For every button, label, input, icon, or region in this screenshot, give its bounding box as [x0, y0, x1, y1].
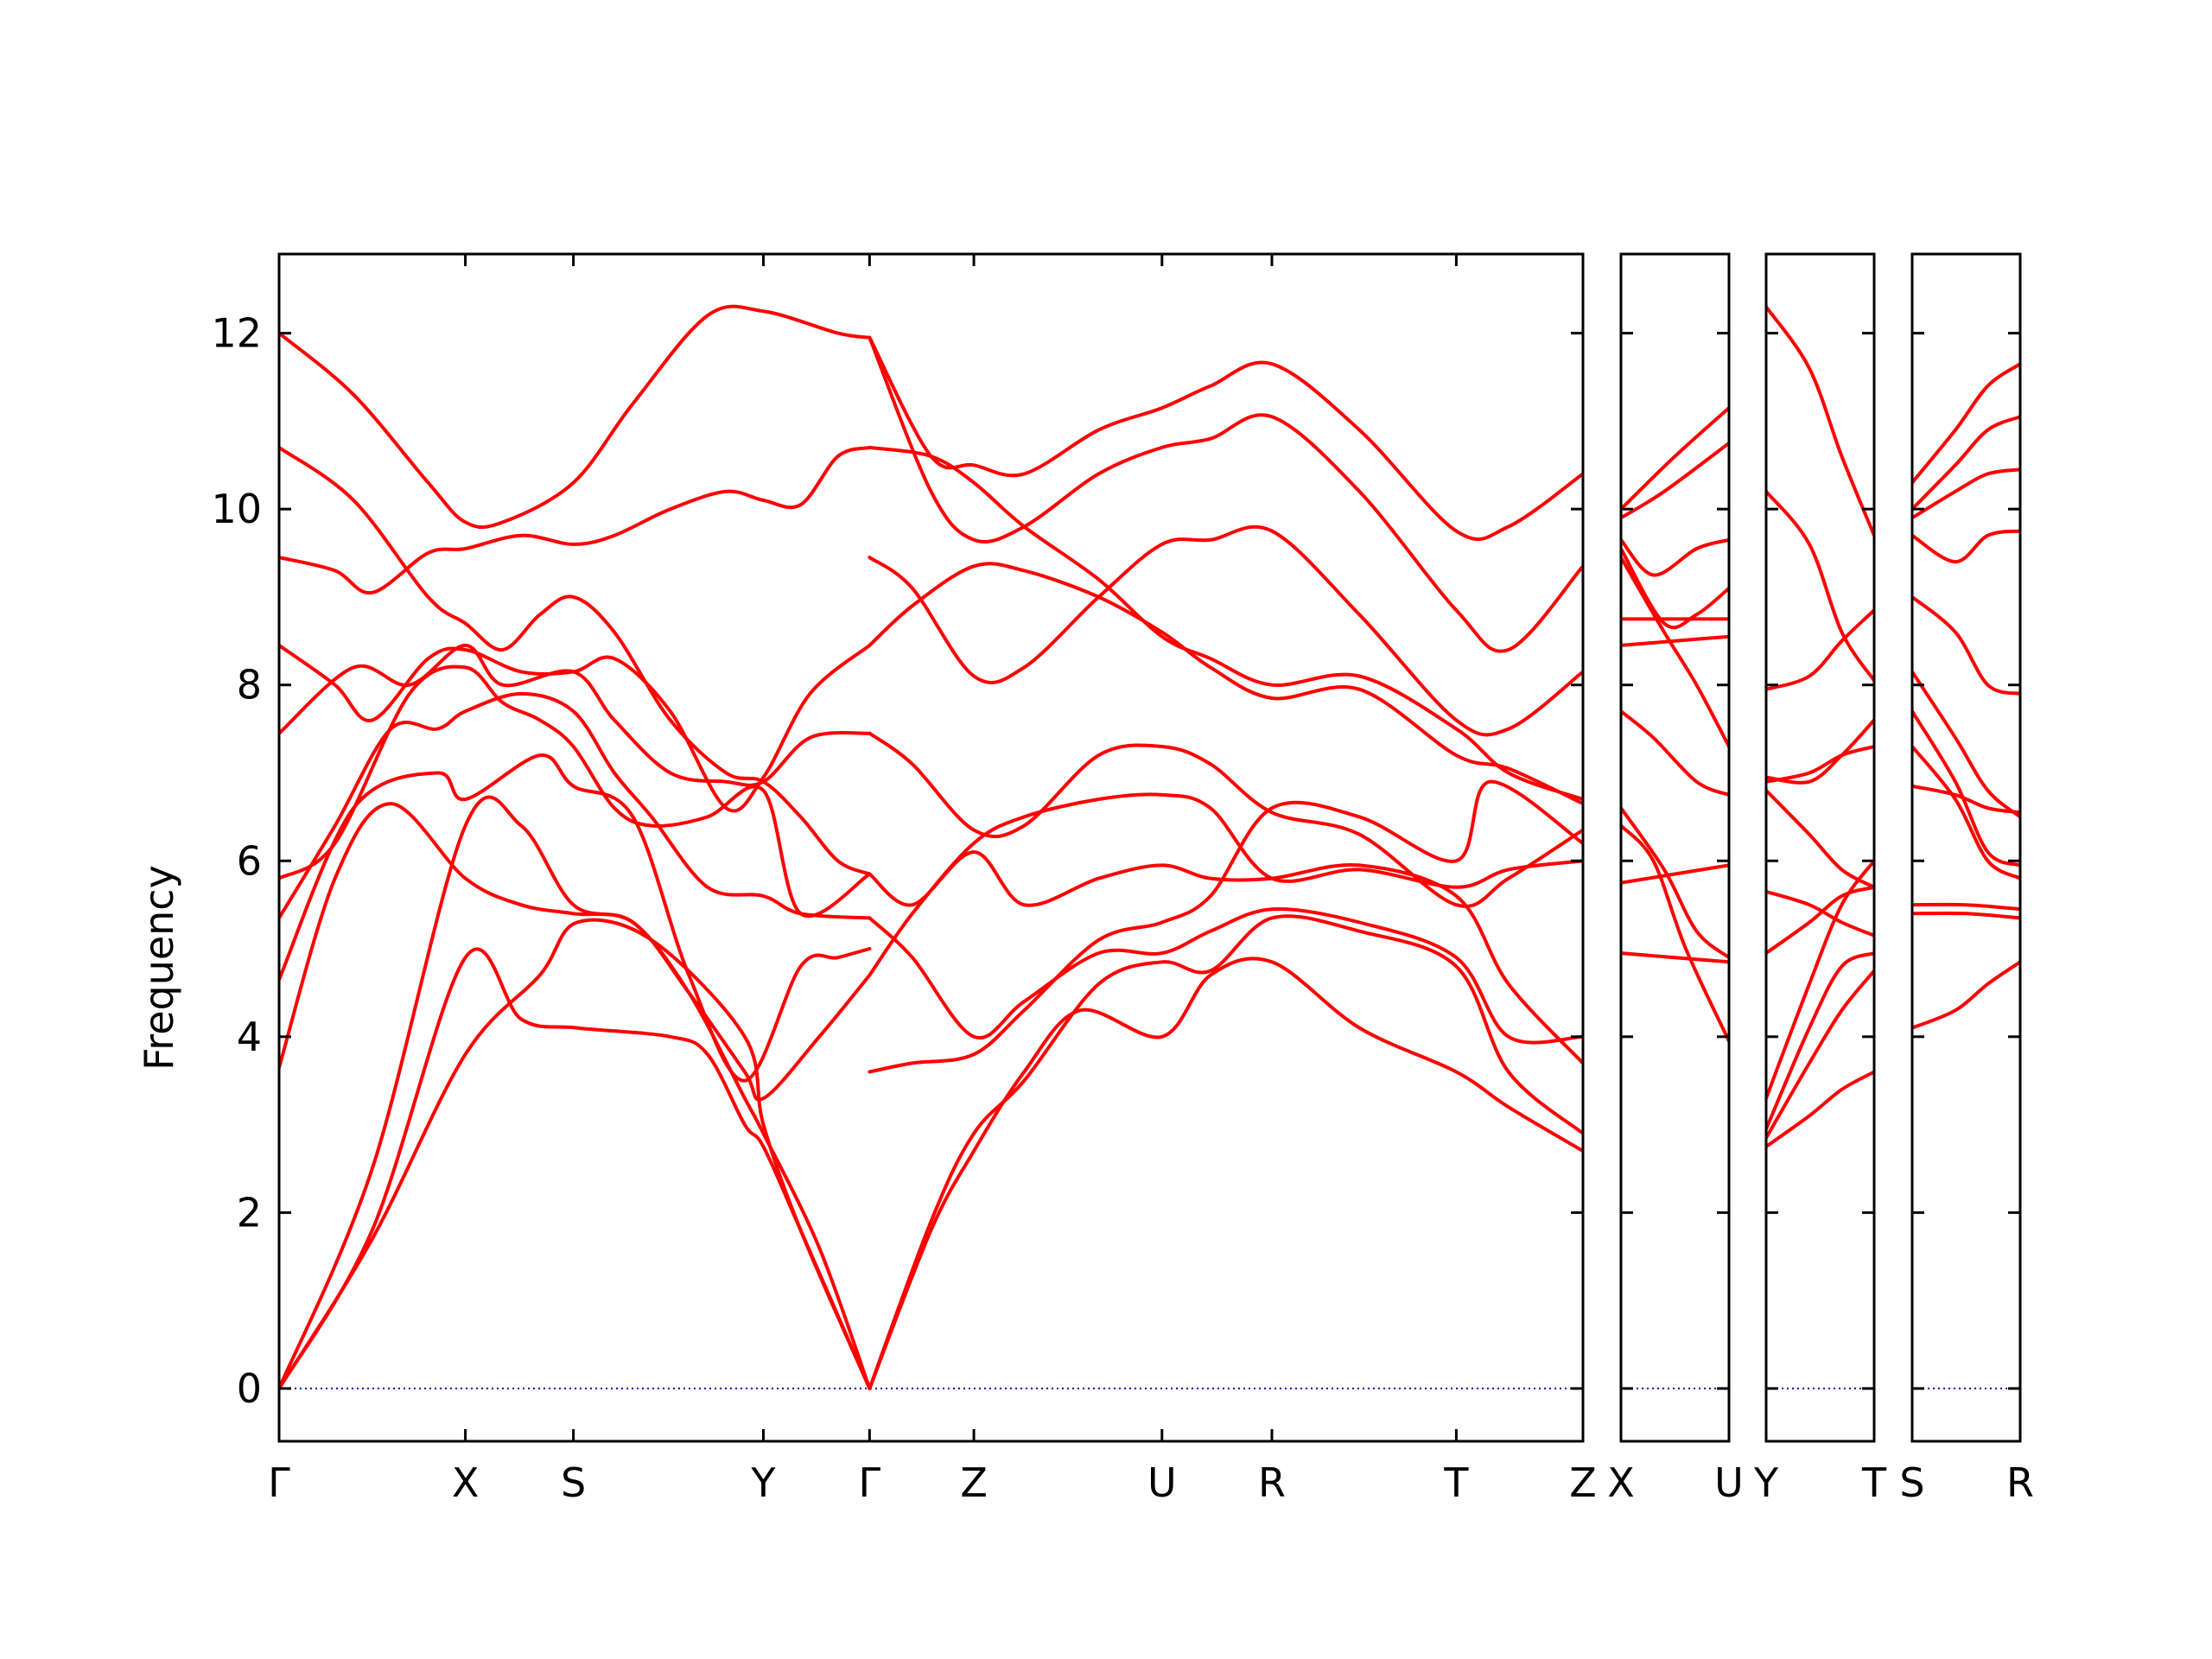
- y-tick-label: 0: [237, 1365, 262, 1412]
- band-line: [279, 643, 872, 813]
- band-line: [1912, 709, 2020, 868]
- band-line: [1912, 911, 2020, 920]
- y-tick-label: 4: [237, 1014, 262, 1060]
- band-line: [1766, 305, 1874, 537]
- band-line: [279, 445, 872, 876]
- band-line: [279, 664, 872, 918]
- x-tick-label: S: [1899, 1459, 1924, 1506]
- band-line: [868, 731, 1583, 908]
- band-line: [1766, 1070, 1874, 1148]
- band-line: [1621, 823, 1729, 1043]
- x-tick-label: U: [1714, 1459, 1744, 1506]
- plot-frame: [277, 252, 1585, 1443]
- band-line: [279, 802, 872, 1102]
- band-line: [1766, 608, 1874, 691]
- x-tick-label: Z: [960, 1459, 988, 1506]
- band-line: [1766, 859, 1874, 1101]
- band-line: [1912, 784, 2020, 815]
- y-tick-label: 12: [211, 310, 262, 357]
- bands: [1621, 406, 1729, 1043]
- band-line: [279, 304, 872, 530]
- x-tick-label: S: [561, 1459, 586, 1506]
- band-line: [868, 524, 1583, 737]
- x-tick-label: T: [1443, 1459, 1469, 1506]
- band-line: [868, 562, 1583, 806]
- band-line: [279, 918, 872, 1390]
- band-line: [1766, 745, 1874, 784]
- band-line: [1766, 718, 1874, 785]
- x-tick-label: X: [1607, 1459, 1635, 1506]
- band-line: [1621, 634, 1729, 647]
- band-line: [868, 445, 1583, 801]
- band-line: [1766, 969, 1874, 1140]
- x-tick-label: Y: [750, 1459, 776, 1506]
- band-line: [1766, 951, 1874, 1131]
- x-tick-label: Z: [1569, 1459, 1597, 1506]
- x-tick-label: R: [1258, 1459, 1286, 1506]
- x-tick-label: Γ: [268, 1459, 290, 1506]
- band-line: [868, 914, 1583, 1390]
- band-line: [868, 335, 1583, 542]
- bands: [1912, 362, 2020, 1030]
- band-line: [279, 753, 872, 1083]
- x-tick-label: T: [1861, 1459, 1887, 1506]
- x-tick-label: R: [2006, 1459, 2034, 1506]
- band-line: [279, 795, 872, 1390]
- band-line: [1621, 441, 1729, 520]
- band-line: [1912, 594, 2020, 696]
- band-line: [1621, 406, 1729, 512]
- y-tick-label: 2: [237, 1189, 262, 1236]
- band-line: [868, 957, 1583, 1390]
- band-line: [868, 850, 1583, 1065]
- x-tick-label: X: [452, 1459, 480, 1506]
- band-line: [1912, 670, 2020, 819]
- y-tick-label: 8: [237, 662, 262, 709]
- band-line: [1621, 863, 1729, 885]
- band-line: [1621, 537, 1729, 577]
- x-tick-label: Γ: [859, 1459, 881, 1506]
- band-line: [868, 792, 1583, 977]
- band-line: [1912, 902, 2020, 912]
- band-line: [1766, 788, 1874, 889]
- band-line: [1621, 556, 1729, 748]
- band-line: [1766, 885, 1874, 956]
- y-tick-label: 6: [237, 837, 262, 884]
- band-line: [1621, 806, 1729, 960]
- bands: [1766, 305, 1874, 1148]
- plot-frame: [1764, 252, 1876, 1443]
- band-line: [868, 335, 1583, 653]
- band-line: [868, 779, 1583, 1074]
- band-line: [1621, 951, 1729, 964]
- band-line: [1912, 745, 2020, 880]
- panel-1: 0 2 4 6 8 10 12 Γ X S Y Γ Z U R T Z: [211, 252, 1597, 1506]
- band-line: [868, 906, 1583, 1045]
- y-tick-label: 10: [211, 486, 262, 532]
- x-tick-label: Y: [1753, 1459, 1779, 1506]
- band-line: [1621, 709, 1729, 797]
- band-line: [1766, 889, 1874, 938]
- x-tick-label: U: [1147, 1459, 1177, 1506]
- plot-frame: [1619, 252, 1731, 1443]
- band-line: [279, 691, 872, 920]
- band-line: [1912, 415, 2020, 512]
- band-line: [1912, 362, 2020, 485]
- band-line: [1912, 960, 2020, 1030]
- bands: [279, 304, 1583, 1390]
- band-line: [279, 947, 872, 1390]
- plot-frame: [1910, 252, 2022, 1443]
- band-line: [1912, 529, 2020, 564]
- band-line: [1766, 489, 1874, 683]
- y-axis-label: Frequency: [136, 865, 182, 1071]
- band-line: [1621, 547, 1729, 630]
- band-line: [1912, 467, 2020, 520]
- band-line: [279, 445, 872, 594]
